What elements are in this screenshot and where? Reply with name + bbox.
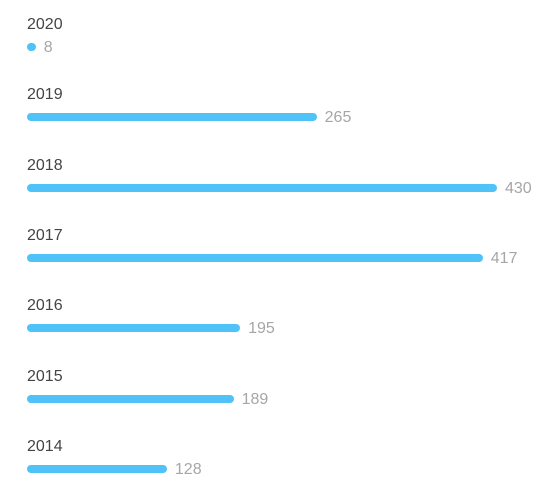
bar	[27, 464, 167, 473]
category-label: 2019	[27, 86, 63, 104]
category-label: 2018	[27, 156, 63, 174]
bar-row: 2020 8	[0, 16, 550, 66]
bar-row: 2015 189	[0, 368, 550, 418]
bar-row: 2016 195	[0, 297, 550, 347]
category-label: 2014	[27, 437, 63, 455]
bar	[27, 43, 36, 51]
value-label: 128	[174, 460, 202, 478]
bar-row: 2018 430	[0, 157, 550, 207]
category-label: 2017	[27, 226, 63, 244]
value-label: 189	[241, 390, 269, 408]
value-label: 8	[43, 39, 53, 56]
category-label: 2020	[27, 16, 63, 33]
bar	[27, 183, 497, 192]
category-label: 2016	[27, 297, 63, 315]
value-label: 430	[505, 179, 532, 197]
bar-row: 2014 128	[0, 438, 550, 488]
bar-row: 2019 265	[0, 86, 550, 136]
bar-row: 2017 417	[0, 227, 550, 277]
value-label: 417	[490, 249, 518, 267]
value-label: 195	[248, 320, 275, 338]
category-label: 2015	[27, 367, 63, 385]
value-label: 265	[324, 109, 352, 127]
bar	[27, 324, 241, 333]
bar	[27, 113, 317, 122]
bar	[27, 253, 483, 262]
bar	[27, 394, 234, 403]
